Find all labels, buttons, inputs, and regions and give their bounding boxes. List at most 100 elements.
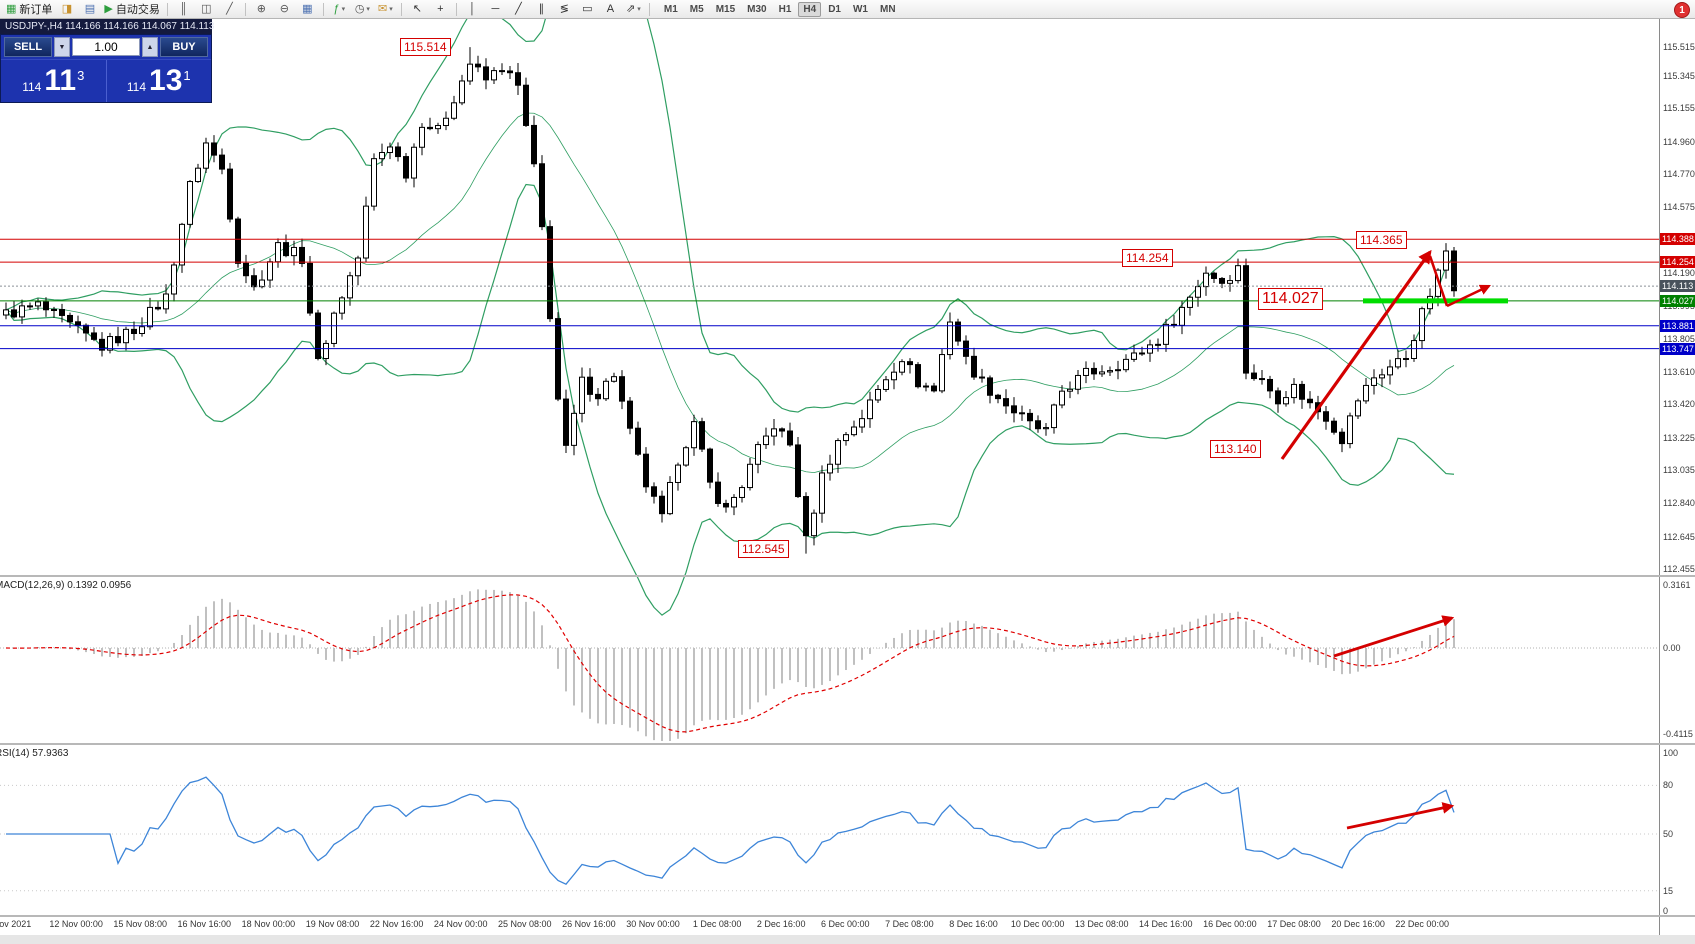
time-axis-label: 16 Dec 00:00	[1203, 919, 1257, 929]
timeframe-button-d1[interactable]: D1	[828, 3, 841, 15]
shapes-icon: ▭	[582, 3, 593, 15]
time-axis-splitter	[0, 915, 1695, 917]
price-scale-badge: 114.113	[1660, 280, 1695, 293]
volume-up-button[interactable]: ▲	[142, 37, 158, 57]
periods-icon[interactable]: ◷ ▾	[351, 0, 374, 18]
timeframe-button-m15[interactable]: M15	[715, 3, 736, 15]
text-icon: A	[606, 3, 615, 15]
time-axis-label: 22 Nov 16:00	[369, 919, 424, 929]
sell-button[interactable]: SELL	[4, 37, 52, 57]
price-annotation[interactable]: 114.254	[1122, 249, 1173, 267]
ask-sup-digit: 1	[183, 67, 191, 83]
time-axis-label: 8 Dec 16:00	[949, 919, 998, 929]
zoom-in-icon[interactable]: ⊕	[250, 0, 273, 18]
price-annotation[interactable]: 114.365	[1356, 231, 1407, 249]
time-axis-label: 16 Nov 16:00	[177, 919, 232, 929]
auto-trading-icon[interactable]: ▶ 自动交易	[101, 0, 162, 18]
chart-background	[0, 19, 1695, 935]
volume-input[interactable]	[72, 38, 140, 56]
timeframe-button-mn[interactable]: MN	[879, 3, 896, 15]
price-scale-tick: 113.420	[1663, 399, 1695, 410]
toolbar-separator	[648, 2, 650, 16]
timeframe-button-h1[interactable]: H1	[778, 3, 792, 15]
timeframe-button-m30[interactable]: M30	[747, 3, 767, 15]
ask-price-display[interactable]: 114 13 1	[107, 60, 212, 102]
arrow-tools-icon[interactable]: ⇗ ▾	[622, 0, 645, 18]
macd-pane-splitter[interactable]	[0, 575, 1695, 577]
timeframe-button-h4[interactable]: H4	[798, 1, 822, 17]
price-scale-tick: 114.770	[1663, 169, 1695, 180]
price-scale-tick: 113.610	[1663, 366, 1695, 377]
ohlc-info-bar: USDJPY-,H4 114.166 114.166 114.067 114.1…	[0, 19, 214, 34]
time-axis-label: 25 Nov 08:00	[498, 919, 552, 929]
bid-prefix: 114	[22, 80, 42, 94]
new-order-icon-label: 新订单	[19, 4, 53, 16]
price-scale-tick: 112.840	[1663, 498, 1695, 509]
trendline-icon[interactable]: ╱	[507, 0, 530, 18]
fibo-icon[interactable]: ≶	[553, 0, 576, 18]
buy-button[interactable]: BUY	[160, 37, 208, 57]
shapes-icon[interactable]: ▭	[576, 0, 599, 18]
candle-chart-icon[interactable]: ◫	[195, 0, 218, 18]
price-scale-tick: 113.225	[1663, 432, 1695, 443]
chevron-down-icon: ▾	[341, 6, 346, 13]
price-scale-badge: 113.747	[1660, 342, 1695, 355]
tile-windows-icon[interactable]: ▦	[296, 0, 319, 18]
price-scale-tick: 115.515	[1663, 42, 1695, 52]
notification-badge[interactable]: 1	[1674, 2, 1690, 18]
price-scale-tick: 115.155	[1663, 103, 1695, 114]
new-order-icon[interactable]: ▦ 新订单	[3, 0, 55, 18]
price-annotation[interactable]: 113.140	[1210, 440, 1261, 458]
line-chart-icon[interactable]: ╱	[218, 0, 241, 18]
trendline-icon: ╱	[515, 3, 522, 15]
price-scale-tick: 112.645	[1663, 531, 1695, 542]
auto-trading-icon-label: 自动交易	[115, 4, 160, 16]
price-annotation[interactable]: 114.027	[1258, 288, 1323, 310]
toolbar-separator	[166, 2, 168, 16]
ask-big-digits: 13	[149, 64, 183, 97]
market-watch-icon[interactable]: ◨	[55, 0, 78, 18]
price-scale-tick: 114.190	[1663, 268, 1695, 279]
macd-scale-zero: 0.00	[1663, 643, 1681, 653]
channel-icon: ∥	[538, 3, 545, 15]
toolbar-separator	[322, 2, 324, 16]
volume-down-button[interactable]: ▼	[54, 37, 70, 57]
rsi-label: RSI(14) 57.9363	[0, 748, 69, 759]
hline-icon[interactable]: ─	[484, 0, 507, 18]
price-annotation[interactable]: 115.514	[400, 38, 451, 56]
zoom-out-icon[interactable]: ⊖	[273, 0, 296, 18]
price-divider	[105, 60, 107, 102]
indicators-icon[interactable]: ƒ ▾	[328, 0, 351, 18]
new-order-icon: ▦	[6, 3, 17, 15]
time-axis-label: 6 Dec 00:00	[821, 919, 870, 929]
charts-window-icon[interactable]: ▤	[78, 0, 101, 18]
timeframe-button-m5[interactable]: M5	[689, 3, 704, 15]
bar-chart-icon[interactable]: ║	[172, 0, 195, 18]
cursor-icon[interactable]: ↖	[406, 0, 429, 18]
bar-chart-icon: ║	[179, 3, 188, 15]
cursor-icon: ↖	[412, 3, 422, 15]
price-scale-border	[1659, 19, 1660, 935]
text-icon[interactable]: A	[599, 0, 622, 18]
time-axis-label: 19 Nov 08:00	[305, 919, 360, 929]
rsi-scale-level: 100	[1663, 748, 1679, 758]
templates-icon[interactable]: ✉ ▾	[374, 0, 397, 18]
vline-icon[interactable]: │	[461, 0, 484, 18]
timeframe-button-m1[interactable]: M1	[663, 3, 678, 15]
price-scale-badge: 113.881	[1660, 319, 1695, 332]
time-axis-label: 17 Dec 08:00	[1267, 919, 1321, 929]
candle-chart-icon: ◫	[201, 3, 212, 15]
macd-scale-max: 0.3161	[1663, 580, 1691, 590]
price-annotation[interactable]: 112.545	[738, 540, 789, 558]
timeframe-button-w1[interactable]: W1	[852, 3, 868, 15]
crosshair-icon[interactable]: +	[429, 0, 452, 18]
channel-icon[interactable]: ∥	[530, 0, 553, 18]
fibo-icon: ≶	[559, 3, 569, 15]
rsi-scale-level: 50	[1663, 829, 1674, 839]
bid-price-display[interactable]: 114 11 3	[1, 60, 106, 102]
rsi-pane-splitter[interactable]	[0, 743, 1695, 745]
macd-label: MACD(12,26,9) 0.1392 0.0956	[0, 580, 132, 591]
price-scale-tick: 114.575	[1663, 202, 1695, 213]
